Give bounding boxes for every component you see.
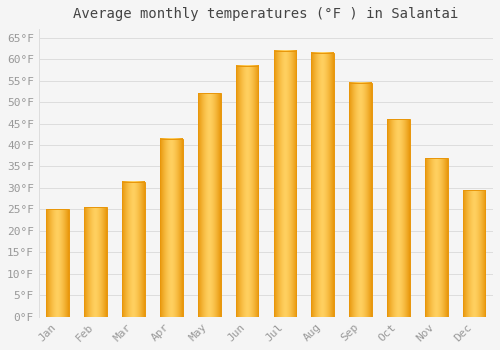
- Bar: [236, 65, 258, 317]
- Bar: [312, 53, 334, 317]
- Bar: [349, 83, 372, 317]
- Bar: [84, 207, 107, 317]
- Title: Average monthly temperatures (°F ) in Salantai: Average monthly temperatures (°F ) in Sa…: [74, 7, 458, 21]
- Bar: [274, 50, 296, 317]
- Bar: [122, 182, 145, 317]
- Bar: [463, 190, 485, 317]
- Bar: [425, 158, 448, 317]
- Bar: [387, 119, 410, 317]
- Bar: [198, 93, 220, 317]
- Bar: [160, 139, 182, 317]
- Bar: [46, 209, 69, 317]
